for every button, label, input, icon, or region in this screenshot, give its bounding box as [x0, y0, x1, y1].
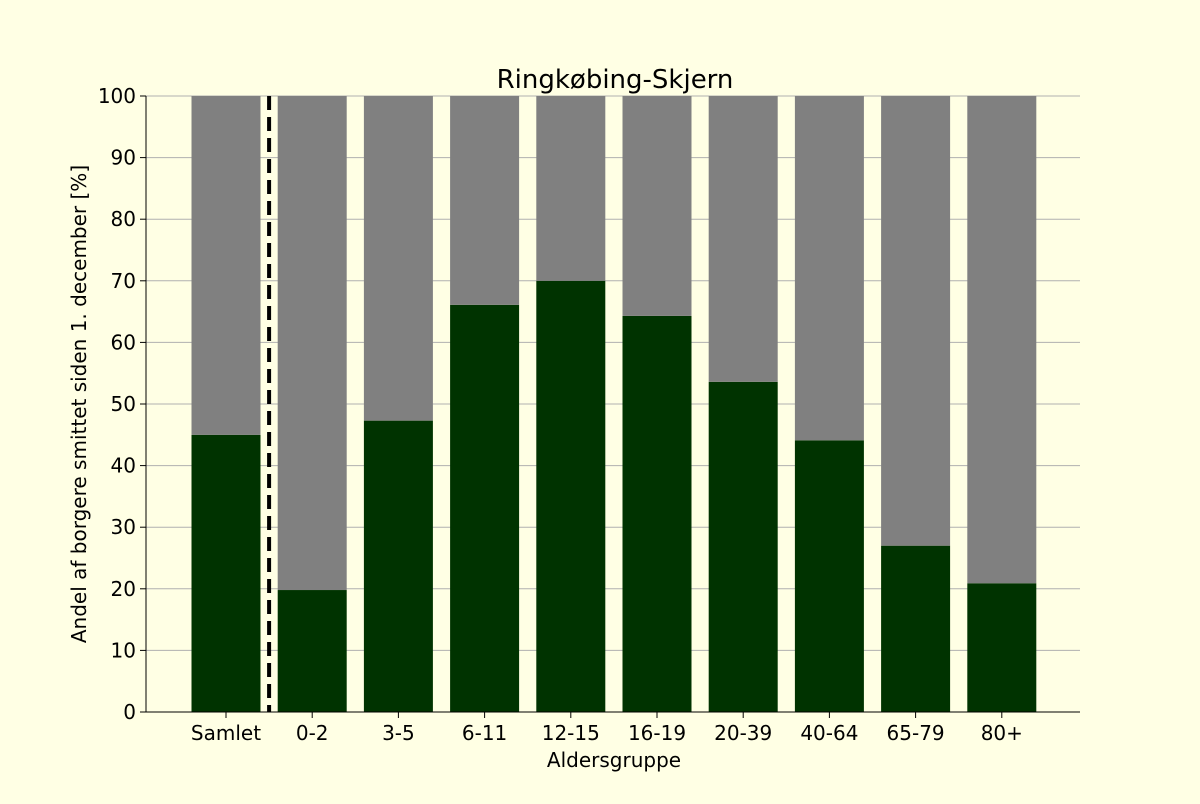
bar-remainder	[450, 96, 520, 305]
bar-remainder	[967, 96, 1037, 584]
bar-infected	[708, 381, 778, 712]
y-tick-label: 50	[111, 392, 136, 416]
y-tick-label: 70	[111, 269, 136, 293]
x-tick-label: 65-79	[887, 721, 945, 745]
bar-infected	[450, 304, 520, 712]
y-axis-title: Andel af borgere smittet siden 1. decemb…	[67, 165, 91, 643]
bar-infected	[277, 590, 347, 712]
bar-infected	[794, 440, 864, 712]
x-axis-title: Aldersgruppe	[547, 748, 681, 772]
y-tick-label: 60	[111, 330, 136, 354]
x-tick-label: 16-19	[628, 721, 686, 745]
axis-layer: 0 10 20 30 40 50 60 70 80 90 100 Samlet 0-2 3-5 6-11 12…	[98, 84, 1080, 745]
x-tick-label: 0-2	[296, 721, 329, 745]
x-tick-label: 20-39	[714, 721, 772, 745]
bar-infected	[622, 315, 692, 712]
y-tick-label: 20	[111, 577, 136, 601]
y-tick-label: 10	[111, 638, 136, 662]
y-tick-label: 100	[98, 84, 136, 108]
y-tick-label: 40	[111, 454, 136, 478]
x-tick-label: 3-5	[382, 721, 415, 745]
bar-remainder	[794, 96, 864, 441]
x-tick-label: 12-15	[542, 721, 600, 745]
bar-remainder	[708, 96, 778, 382]
x-tick-label: 6-11	[462, 721, 507, 745]
bar-remainder	[622, 96, 692, 316]
bar-remainder	[191, 96, 261, 435]
y-tick-label: 0	[123, 700, 136, 724]
bar-infected	[363, 420, 433, 712]
bar-remainder	[881, 96, 951, 546]
bar-infected	[881, 545, 951, 712]
bar-layer	[191, 96, 1037, 712]
x-tick-label: Samlet	[191, 721, 261, 745]
y-tick-label: 30	[111, 515, 136, 539]
bar-remainder	[277, 96, 347, 591]
bar-infected	[191, 434, 261, 712]
bar-infected	[536, 280, 606, 712]
x-tick-label: 80+	[981, 721, 1023, 745]
y-tick-label: 80	[111, 207, 136, 231]
bar-remainder	[363, 96, 433, 421]
chart-title: Ringkøbing-Skjern	[497, 65, 734, 95]
bar-infected	[967, 583, 1037, 712]
y-tick-label: 90	[111, 146, 136, 170]
bar-remainder	[536, 96, 606, 281]
x-tick-label: 40-64	[800, 721, 858, 745]
